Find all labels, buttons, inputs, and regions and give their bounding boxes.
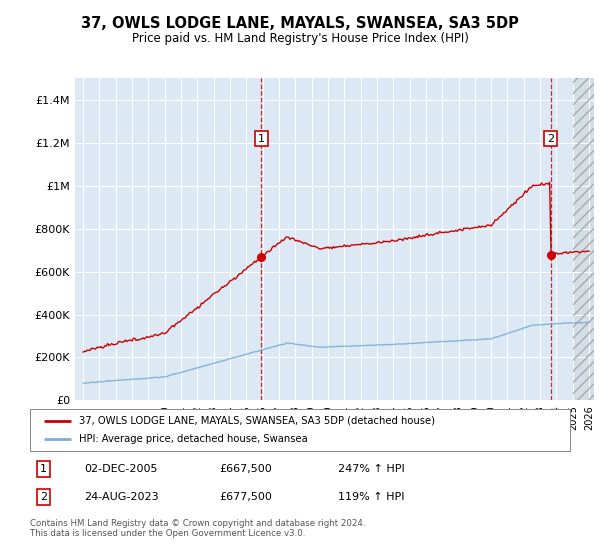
Text: 24-AUG-2023: 24-AUG-2023	[84, 492, 158, 502]
Text: HPI: Average price, detached house, Swansea: HPI: Average price, detached house, Swan…	[79, 434, 307, 444]
Text: 02-DEC-2005: 02-DEC-2005	[84, 464, 157, 474]
Text: Price paid vs. HM Land Registry's House Price Index (HPI): Price paid vs. HM Land Registry's House …	[131, 32, 469, 45]
Text: £667,500: £667,500	[219, 464, 272, 474]
Text: 1: 1	[40, 464, 47, 474]
Text: Contains HM Land Registry data © Crown copyright and database right 2024.: Contains HM Land Registry data © Crown c…	[30, 520, 365, 529]
Text: 2: 2	[40, 492, 47, 502]
Text: 2: 2	[547, 133, 554, 143]
Text: 1: 1	[258, 133, 265, 143]
Text: £677,500: £677,500	[219, 492, 272, 502]
Text: 37, OWLS LODGE LANE, MAYALS, SWANSEA, SA3 5DP: 37, OWLS LODGE LANE, MAYALS, SWANSEA, SA…	[81, 16, 519, 31]
Bar	[573, 78, 597, 400]
Text: This data is licensed under the Open Government Licence v3.0.: This data is licensed under the Open Gov…	[30, 530, 305, 539]
Text: 247% ↑ HPI: 247% ↑ HPI	[338, 464, 404, 474]
Text: 37, OWLS LODGE LANE, MAYALS, SWANSEA, SA3 5DP (detached house): 37, OWLS LODGE LANE, MAYALS, SWANSEA, SA…	[79, 416, 434, 426]
Text: 119% ↑ HPI: 119% ↑ HPI	[338, 492, 404, 502]
Bar	[573, 78, 597, 400]
